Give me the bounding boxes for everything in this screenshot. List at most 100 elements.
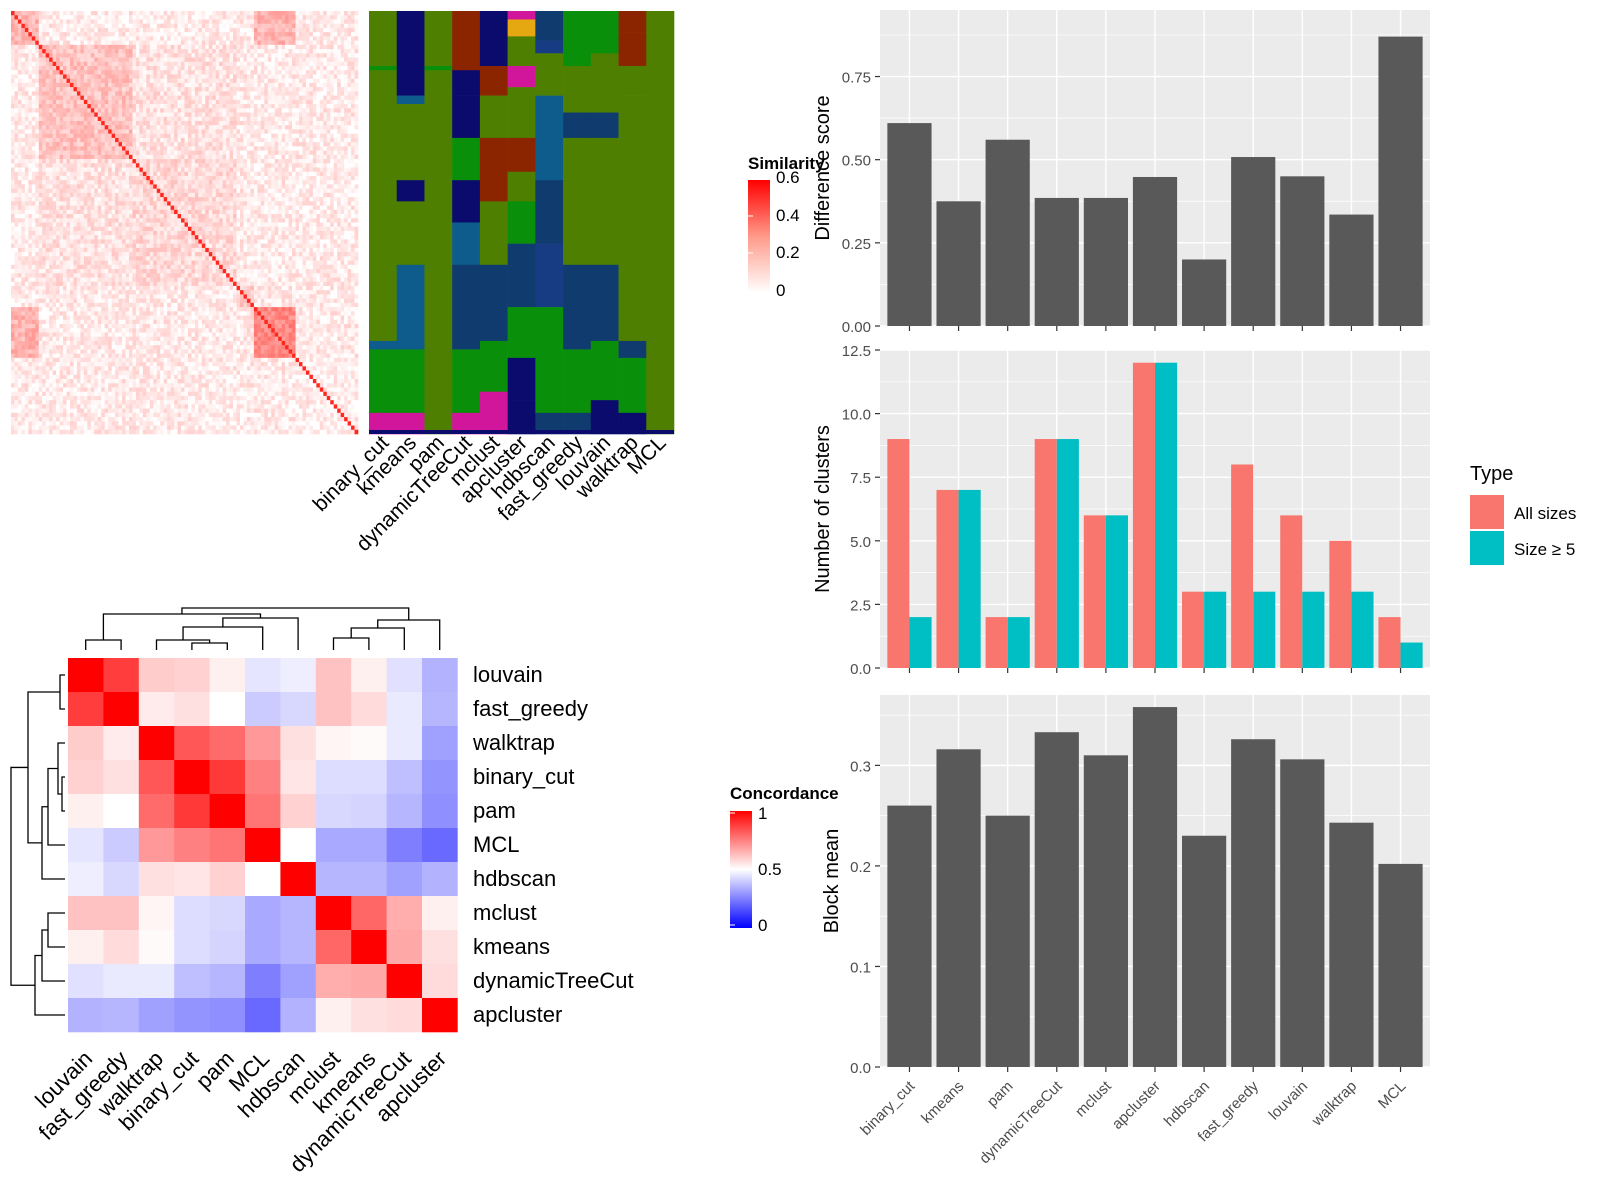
similarity-cell [31, 154, 36, 160]
similarity-cell [333, 214, 338, 219]
similarity-cell [233, 125, 237, 130]
similarity-cell [163, 184, 168, 189]
similarity-cell [201, 205, 206, 211]
similarity-cell [163, 192, 168, 198]
similarity-cell [101, 87, 105, 92]
similarity-cell [302, 61, 307, 67]
similarity-cell [312, 201, 317, 206]
similarity-cell [281, 150, 286, 156]
similarity-cell [108, 70, 112, 75]
similarity-cell [240, 112, 244, 118]
similarity-cell [49, 146, 53, 151]
similarity-cell [49, 91, 53, 96]
similarity-cell [122, 91, 126, 96]
similarity-cell [59, 159, 64, 164]
similarity-cell [76, 180, 81, 185]
similarity-cell [215, 19, 220, 24]
similarity-cell [337, 78, 341, 84]
similarity-cell [347, 99, 352, 105]
similarity-cell [219, 65, 223, 71]
similarity-cell [312, 218, 317, 223]
similarity-cell [260, 150, 265, 156]
similarity-cell [222, 209, 227, 215]
similarity-cell [229, 91, 234, 96]
similarity-cell [146, 87, 151, 92]
similarity-cell [181, 82, 185, 88]
similarity-cell [260, 125, 265, 130]
similarity-cell [108, 205, 112, 211]
similarity-cell [80, 19, 85, 24]
similarity-cell [260, 53, 265, 58]
similarity-cell [76, 104, 81, 109]
similarity-cell [253, 184, 258, 189]
similarity-cell [191, 82, 196, 88]
similarity-cell [146, 209, 151, 215]
similarity-cell [38, 205, 43, 211]
similarity-cell [271, 214, 276, 219]
similarity-cell [63, 116, 67, 122]
similarity-cell [194, 209, 199, 215]
similarity-cell [87, 171, 92, 177]
similarity-cell [59, 65, 64, 71]
similarity-cell [63, 112, 67, 118]
similarity-cell [337, 184, 341, 189]
similarity-cell [160, 82, 164, 88]
similarity-cell [236, 209, 241, 215]
similarity-cell [243, 74, 248, 79]
similarity-cell [35, 218, 40, 223]
similarity-cell [253, 120, 258, 126]
similarity-cell [191, 78, 196, 84]
similarity-cell [340, 99, 345, 105]
similarity-cell [49, 61, 53, 67]
similarity-cell [226, 49, 230, 54]
similarity-cell [236, 163, 241, 168]
similarity-cell [236, 99, 241, 105]
similarity-cell [56, 201, 60, 206]
similarity-cell [101, 40, 105, 46]
similarity-cell [38, 104, 43, 109]
similarity-cell [153, 163, 158, 168]
similarity-cell [208, 44, 213, 50]
similarity-cell [59, 146, 64, 151]
similarity-cell [174, 205, 178, 211]
similarity-cell [305, 70, 310, 75]
similarity-cell [142, 125, 147, 130]
similarity-cell [354, 19, 359, 24]
similarity-cell [243, 209, 248, 215]
similarity-cell [11, 171, 15, 177]
similarity-cell [160, 36, 164, 41]
similarity-cell [271, 205, 276, 211]
similarity-cell [285, 99, 289, 105]
similarity-cell [125, 188, 130, 194]
similarity-cell [160, 23, 164, 29]
similarity-cell [38, 171, 43, 177]
similarity-cell [49, 175, 53, 181]
similarity-cell [260, 11, 265, 16]
similarity-cell [319, 61, 324, 67]
similarity-cell [240, 104, 244, 109]
similarity-cell [160, 159, 164, 164]
similarity-cell [233, 57, 237, 63]
similarity-cell [14, 23, 19, 29]
similarity-cell [285, 44, 289, 50]
similarity-cell [174, 11, 178, 16]
similarity-cell [125, 163, 130, 168]
similarity-cell [63, 104, 67, 109]
similarity-cell [295, 218, 300, 223]
similarity-cell [312, 154, 317, 160]
similarity-cell [260, 209, 265, 215]
similarity-cell [187, 27, 192, 33]
similarity-cell [305, 142, 310, 147]
similarity-cell [80, 129, 85, 134]
similarity-cell [243, 167, 248, 173]
similarity-cell [108, 78, 112, 84]
similarity-cell [142, 201, 147, 206]
similarity-cell [66, 108, 71, 113]
similarity-cell [344, 44, 348, 50]
similarity-cell [132, 53, 137, 58]
similarity-cell [104, 57, 109, 63]
similarity-cell [28, 36, 33, 41]
similarity-cell [59, 214, 64, 219]
similarity-cell [267, 214, 272, 219]
similarity-cell [184, 19, 189, 24]
